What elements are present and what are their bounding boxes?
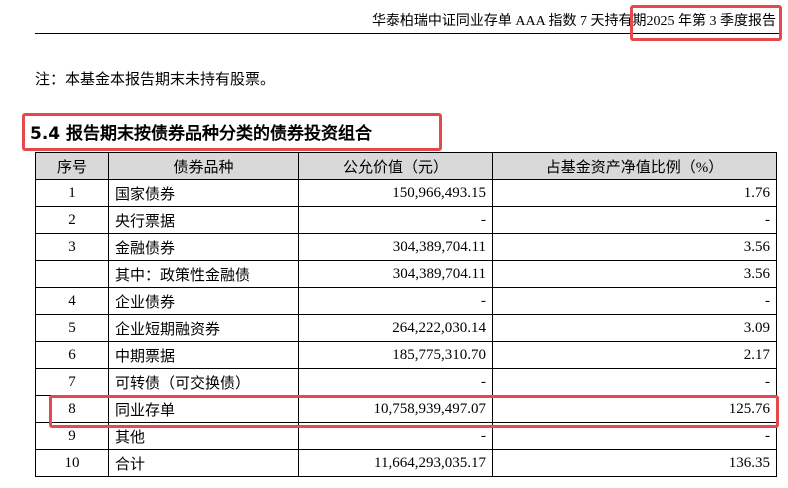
table-cell: 4	[35, 287, 109, 315]
table-cell: 1	[35, 179, 109, 207]
highlight-box	[630, 5, 782, 41]
table-cell: -	[298, 206, 493, 234]
table-cell: 3	[35, 233, 109, 261]
table-row: 4 企业债券 - -	[35, 287, 777, 315]
table-row: 10 合计 11,664,293,035.17 136.35	[35, 449, 777, 477]
table-cell: 7	[35, 368, 109, 396]
note: 注：本基金本报告期末未持有股票。	[35, 72, 276, 88]
highlight-box	[22, 113, 442, 151]
table-cell: 10	[35, 449, 109, 477]
table-cell: 金融债券	[108, 233, 299, 261]
bond-table: 序号 债券品种 公允价值（元） 占基金资产净值比例（%） 1 国家债券 150,966,4…	[35, 152, 777, 477]
table-cell: 2.17	[492, 341, 777, 369]
header-rule	[35, 33, 780, 34]
table-cell: 央行票据	[108, 206, 299, 234]
table-cell: -	[298, 368, 493, 396]
table-cell: 185,775,310.70	[298, 341, 493, 369]
table-cell: 其中：政策性金融债	[108, 260, 299, 288]
highlight-box	[49, 395, 779, 428]
table-body: 1 国家债券 150,966,493.15 1.76 2 央行票据 - -3 金融债券 304,3…	[35, 179, 777, 477]
table-row: 2 央行票据 - -	[35, 206, 777, 234]
table-cell: -	[492, 287, 777, 315]
table-cell: -	[492, 206, 777, 234]
table-cell: 150,966,493.15	[298, 179, 493, 207]
table-cell: 国家债券	[108, 179, 299, 207]
table-cell: 可转债（可交换债）	[108, 368, 299, 396]
table-cell: 304,389,704.11	[298, 233, 493, 261]
table-cell: 中期票据	[108, 341, 299, 369]
table-cell: 1.76	[492, 179, 777, 207]
table-cell: 304,389,704.11	[298, 260, 493, 288]
table-cell: 3.56	[492, 260, 777, 288]
table-row: 1 国家债券 150,966,493.15 1.76	[35, 179, 777, 207]
table-cell: 2	[35, 206, 109, 234]
table-cell: 企业短期融资券	[108, 314, 299, 342]
header-title: 华泰柏瑞中证同业存单 AAA 指数 7 天持有期	[371, 14, 647, 29]
header-row: 序号 债券品种 公允价值（元） 占基金资产净值比例（%）	[35, 152, 777, 180]
table-cell: 3.09	[492, 314, 777, 342]
table-cell: 10,758,939,497.07	[298, 395, 493, 423]
table-row: 7 可转债（可交换债） - -	[35, 368, 777, 396]
table-row: 3 金融债券 304,389,704.11 3.56	[35, 233, 777, 261]
table-cell: -	[492, 368, 777, 396]
column-header: 占基金资产净值比例（%）	[492, 152, 777, 180]
table-cell	[35, 260, 109, 288]
table-cell: 合计	[108, 449, 299, 477]
column-header: 公允价值（元）	[298, 152, 493, 180]
table-cell: 6	[35, 341, 109, 369]
report-header: 华泰柏瑞中证同业存单 AAA 指数 7 天持有期2025 年第 3 季度报告	[372, 10, 776, 30]
column-header: 债券品种	[108, 152, 299, 180]
table-row: 其中：政策性金融债 304,389,704.11 3.56	[35, 260, 777, 288]
table-row: 6 中期票据 185,775,310.70 2.17	[35, 341, 777, 369]
table-cell: 5	[35, 314, 109, 342]
table-cell: 11,664,293,035.17	[298, 449, 493, 477]
table-cell: 136.35	[492, 449, 777, 477]
table-cell: 264,222,030.14	[298, 314, 493, 342]
table-row: 5 企业短期融资券 264,222,030.14 3.09	[35, 314, 777, 342]
column-header: 序号	[35, 152, 109, 180]
table-cell: -	[298, 287, 493, 315]
table-cell: 3.56	[492, 233, 777, 261]
section-title: 5.4 报告期末按债券品种分类的债券投资组合	[30, 124, 373, 144]
header-period: 2025 年第 3 季度报告	[646, 14, 777, 29]
table-cell: 企业债券	[108, 287, 299, 315]
